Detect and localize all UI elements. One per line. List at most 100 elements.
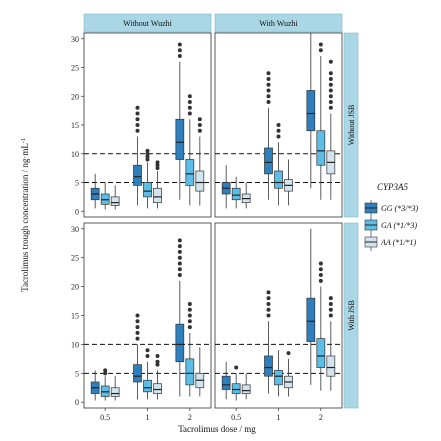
outlier-point	[135, 111, 140, 116]
outlier-point	[266, 301, 271, 306]
box-2-1	[316, 42, 326, 200]
box	[143, 182, 152, 198]
y-tick-label: 30	[71, 35, 79, 44]
outlier-point	[177, 54, 182, 58]
box	[185, 159, 195, 186]
outlier-point	[276, 134, 281, 139]
facet-strips-layer: Without Wuzhi With Wuzhi Without JSB With J…	[83, 13, 359, 409]
outlier-point	[135, 336, 140, 341]
box	[153, 187, 162, 203]
box	[274, 370, 283, 386]
outlier-point	[177, 238, 182, 243]
outlier-point	[197, 117, 202, 122]
box-0.5-1	[231, 176, 241, 209]
outlier-point	[135, 319, 140, 324]
y-tick-label: 20	[71, 283, 79, 292]
box-0.5-2	[241, 182, 251, 209]
legend-title: CYP3A5	[377, 182, 409, 192]
row-strip-label-0: Without JSB	[347, 105, 356, 146]
outlier-point	[234, 365, 239, 370]
box-1-2	[284, 351, 293, 397]
outlier-point	[328, 100, 333, 104]
box-2-0	[175, 238, 185, 397]
x-tick-label: 2	[188, 413, 192, 422]
outlier-point	[155, 160, 160, 165]
outlier-point	[145, 154, 150, 159]
panels-layer	[83, 32, 343, 409]
box	[274, 170, 283, 189]
outlier-point	[177, 244, 182, 249]
outlier-point	[328, 94, 333, 99]
outlier-point	[266, 100, 271, 104]
outlier-point	[177, 249, 182, 254]
y-axis-title-superscript: -1	[21, 138, 27, 143]
outlier-point	[187, 111, 192, 116]
outlier-point	[328, 301, 333, 306]
box-1-2	[284, 159, 293, 206]
outlier-point	[328, 88, 333, 93]
outlier-point	[266, 94, 271, 99]
box-1-0	[264, 290, 273, 394]
outlier-point	[318, 48, 323, 53]
outlier-point	[103, 371, 108, 376]
outlier-point	[187, 301, 192, 306]
box-1-2	[153, 353, 162, 400]
outlier-point	[318, 42, 323, 47]
box	[185, 358, 195, 386]
outlier-point	[328, 296, 333, 301]
outlier-point	[197, 123, 202, 127]
box-2-0	[175, 42, 185, 200]
box	[306, 90, 316, 132]
box-2-2	[326, 296, 336, 391]
outlier-point	[155, 353, 160, 358]
outlier-point	[187, 105, 192, 110]
box	[110, 196, 120, 206]
box-1-1	[274, 123, 283, 206]
box	[316, 338, 326, 368]
box	[143, 379, 152, 393]
row-strip-label-1: With JSB	[347, 300, 356, 331]
box	[264, 355, 273, 377]
legend-entry-0: GG (*3/*3)	[364, 200, 418, 217]
y-tick-label: 10	[71, 150, 79, 159]
outlier-point	[266, 307, 271, 312]
outlier-point	[328, 59, 333, 64]
box	[133, 364, 142, 383]
outlier-point	[187, 100, 192, 104]
box	[316, 130, 326, 166]
col-strip-label-0: Without Wuzhi	[123, 19, 173, 28]
box	[326, 355, 336, 377]
outlier-point	[155, 359, 160, 364]
box-1-2	[153, 160, 162, 209]
box-1-0	[264, 71, 273, 200]
box-0.5-2	[241, 373, 251, 400]
box-0.5-2	[110, 376, 120, 401]
outlier-point	[145, 353, 150, 358]
outlier-point	[177, 255, 182, 260]
panel-r1-c1	[214, 222, 343, 409]
box	[241, 384, 251, 394]
row-strip-0	[343, 32, 359, 218]
outlier-point	[187, 325, 192, 330]
box-1-1	[274, 350, 283, 397]
outlier-point	[177, 273, 182, 278]
y-axis-title: Tacrolimus trough concentration / ng·mL-…	[20, 138, 30, 292]
box-2-2	[195, 347, 205, 397]
outlier-point	[135, 105, 140, 110]
y-tick-label: 15	[71, 312, 79, 321]
outlier-point	[103, 368, 108, 373]
y-tick-label: 20	[71, 92, 79, 101]
legend-label: GG (*3/*3)	[381, 204, 418, 213]
outlier-point	[135, 123, 140, 127]
outlier-point	[135, 128, 140, 133]
outlier-point	[328, 71, 333, 76]
box-2-0	[306, 228, 316, 385]
box	[133, 164, 142, 186]
box-1-1	[143, 148, 152, 209]
outlier-point	[145, 148, 150, 153]
outlier-point	[266, 71, 271, 76]
outlier-point	[266, 88, 271, 93]
box	[231, 383, 241, 394]
outlier-point	[177, 267, 182, 272]
y-tick-label: 25	[71, 64, 79, 73]
